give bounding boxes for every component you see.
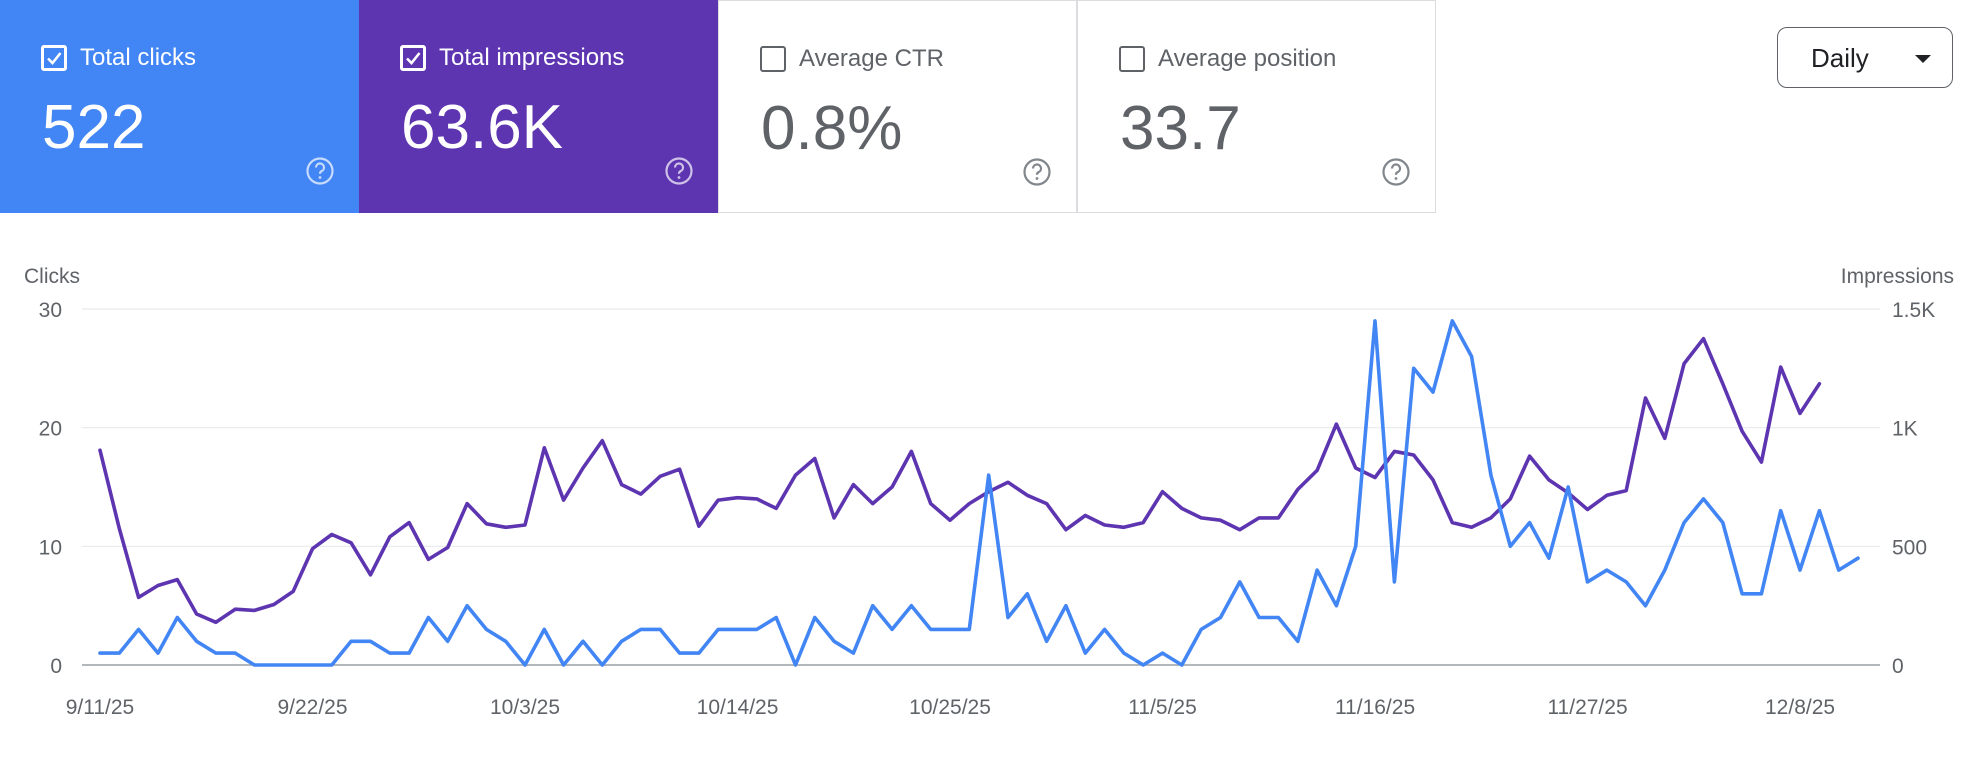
caret-down-icon bbox=[1915, 55, 1931, 63]
gridlines bbox=[82, 308, 1880, 666]
x-tick-label: 10/14/25 bbox=[697, 696, 779, 719]
checkbox-checked-icon[interactable] bbox=[400, 45, 426, 71]
y-axis-right-ticks: 0 500 1K 1.5K bbox=[1892, 299, 1935, 678]
y-tick-right: 0 bbox=[1892, 655, 1904, 678]
help-icon[interactable] bbox=[305, 156, 335, 186]
metric-card-average-ctr[interactable]: Average CTR 0.8% bbox=[718, 0, 1077, 213]
checkbox-unchecked-icon[interactable] bbox=[1119, 46, 1145, 72]
x-tick-label: 9/22/25 bbox=[277, 696, 347, 719]
metric-card-average-position[interactable]: Average position 33.7 bbox=[1077, 0, 1436, 213]
y-tick-left: 0 bbox=[50, 655, 62, 678]
series-line-total-impressions bbox=[98, 336, 1822, 625]
y-tick-right: 1.5K bbox=[1892, 299, 1935, 322]
x-tick-label: 9/11/25 bbox=[66, 696, 135, 719]
y-tick-right: 1K bbox=[1892, 418, 1918, 441]
metric-value: 63.6K bbox=[401, 93, 564, 162]
metric-label: Average position bbox=[1158, 45, 1337, 72]
metric-cards: Total clicks 522 Total impressions 63.6K… bbox=[0, 0, 1436, 213]
help-icon[interactable] bbox=[1022, 157, 1052, 187]
metric-label: Total impressions bbox=[439, 44, 625, 71]
y-tick-right: 500 bbox=[1892, 536, 1927, 559]
x-tick-label: 10/3/25 bbox=[490, 696, 560, 719]
performance-chart: Clicks Impressions 0 10 20 30 0 500 1K 1.5K 9/… bbox=[24, 265, 1954, 719]
y-tick-left: 20 bbox=[39, 418, 62, 441]
metric-value: 33.7 bbox=[1120, 94, 1241, 163]
period-select-label: Daily bbox=[1811, 43, 1869, 73]
metric-label: Average CTR bbox=[799, 45, 944, 72]
x-axis-ticks: 9/11/25 9/22/25 10/3/25 10/14/25 10/25/25 11/… bbox=[66, 696, 1835, 719]
y-tick-left: 30 bbox=[39, 299, 62, 322]
metric-label: Total clicks bbox=[80, 44, 197, 71]
x-tick-label: 11/27/25 bbox=[1547, 696, 1627, 719]
metric-card-total-impressions[interactable]: Total impressions 63.6K bbox=[359, 0, 718, 213]
x-tick-label: 11/16/25 bbox=[1335, 696, 1415, 719]
series-lines bbox=[98, 319, 1860, 667]
help-icon[interactable] bbox=[664, 156, 694, 186]
metric-card-total-clicks[interactable]: Total clicks 522 bbox=[0, 0, 359, 213]
checkbox-unchecked-icon[interactable] bbox=[760, 46, 786, 72]
x-tick-label: 11/5/25 bbox=[1128, 696, 1197, 719]
period-select[interactable]: Daily bbox=[1777, 27, 1953, 88]
y-tick-left: 10 bbox=[39, 536, 62, 559]
y-axis-left-title: Clicks bbox=[24, 265, 80, 288]
checkbox-checked-icon[interactable] bbox=[41, 45, 67, 71]
x-tick-label: 12/8/25 bbox=[1765, 696, 1835, 719]
y-axis-right-title: Impressions bbox=[1841, 265, 1954, 288]
metric-value: 522 bbox=[42, 93, 146, 162]
metric-value: 0.8% bbox=[761, 94, 903, 163]
help-icon[interactable] bbox=[1381, 157, 1411, 187]
x-tick-label: 10/25/25 bbox=[909, 696, 991, 719]
series-line-total-clicks bbox=[98, 319, 1860, 667]
y-axis-left-ticks: 0 10 20 30 bbox=[39, 299, 62, 678]
